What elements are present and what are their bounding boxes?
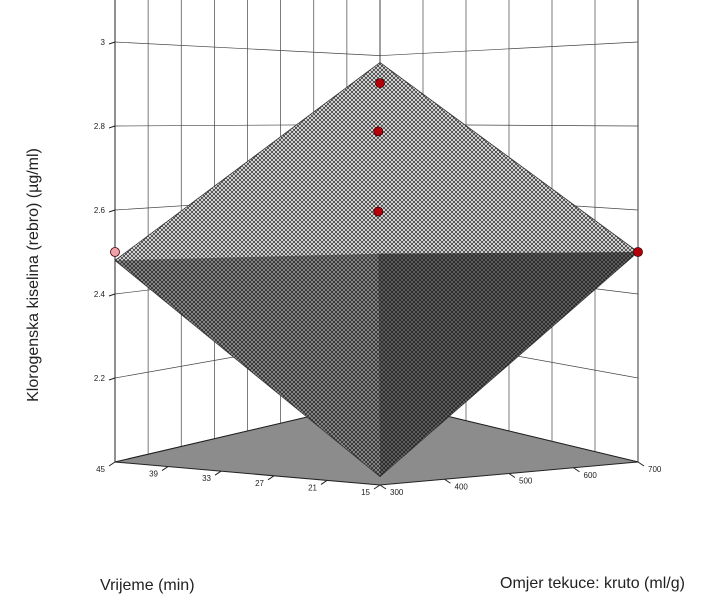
z-axis-title: Klorogenska kiselina (rebro) (µg/ml) (25, 148, 42, 402)
design-point (111, 248, 120, 257)
z-tick-label: 2.4 (94, 290, 106, 299)
z-tick (109, 42, 115, 44)
y-tick (162, 467, 168, 471)
z-tick-label: 3 (101, 38, 106, 47)
x-tick (509, 474, 515, 478)
y-tick (268, 476, 274, 480)
z-tick (109, 378, 115, 380)
y-tick-label: 15 (361, 488, 370, 497)
y-tick (215, 471, 221, 475)
x-tick (380, 485, 386, 489)
y-tick-label: 39 (149, 470, 158, 479)
z-tick (109, 126, 115, 128)
y-tick (374, 485, 380, 489)
y-tick-label: 45 (96, 465, 105, 474)
z-tick (109, 210, 115, 212)
y-tick-label: 21 (308, 483, 317, 492)
y-tick-label: 33 (202, 474, 211, 483)
y-tick-label: 27 (255, 479, 264, 488)
z-tick (109, 294, 115, 296)
z-tick-label: 2.8 (94, 122, 106, 131)
design-point (374, 207, 383, 216)
design-point (634, 248, 643, 257)
y-tick (109, 462, 115, 466)
design-point (376, 79, 385, 88)
z-tick-label: 2.2 (94, 374, 106, 383)
x-tick (445, 479, 451, 483)
x-axis-title: Omjer tekuce: kruto (ml/g) (500, 575, 685, 592)
x-tick-label: 500 (519, 477, 533, 486)
y-axis-title: Vrijeme (min) (100, 577, 195, 594)
x-tick-label: 700 (648, 465, 662, 474)
design-point (374, 127, 383, 136)
z-tick-label: 2.6 (94, 206, 106, 215)
x-tick (638, 462, 644, 466)
x-tick (574, 468, 580, 472)
x-tick-label: 600 (584, 471, 598, 480)
y-tick (321, 480, 327, 484)
x-tick-label: 400 (455, 482, 469, 491)
x-tick-label: 300 (390, 488, 404, 497)
